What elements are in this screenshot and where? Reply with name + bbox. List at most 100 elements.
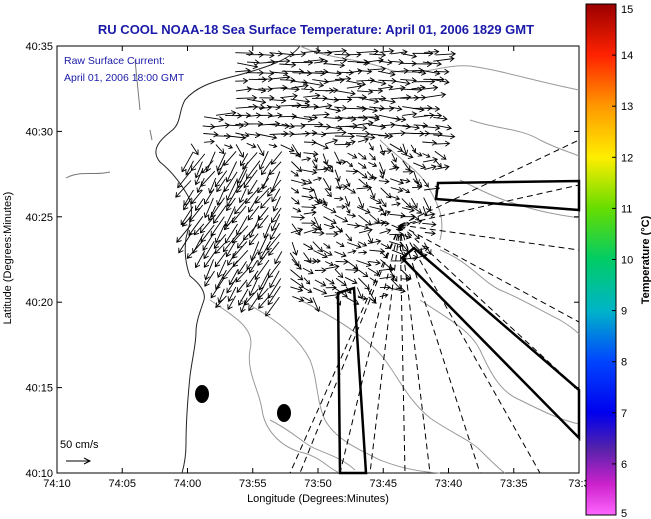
current-vector	[402, 111, 418, 118]
current-vector	[334, 228, 344, 234]
current-vector	[303, 227, 319, 234]
current-vector	[289, 252, 300, 267]
current-vector	[400, 178, 411, 184]
current-vector	[357, 196, 365, 209]
current-vector	[257, 287, 269, 301]
current-vector	[267, 58, 291, 65]
current-vector	[257, 214, 269, 229]
current-vector	[214, 242, 226, 255]
annotation-line-1: Raw Surface Current:	[64, 55, 165, 67]
current-vector	[242, 152, 258, 170]
current-vector	[260, 197, 271, 209]
current-vector	[424, 105, 441, 112]
current-vector	[367, 267, 380, 276]
current-vector	[412, 253, 428, 260]
current-vector	[313, 250, 328, 259]
current-vector	[401, 276, 411, 282]
current-vector	[234, 198, 248, 215]
current-vector	[290, 269, 304, 281]
current-vector	[292, 207, 302, 213]
current-vector	[358, 214, 372, 226]
colorbar	[585, 3, 617, 516]
scale-label: 50 cm/s	[60, 439, 99, 451]
current-vector	[312, 229, 325, 236]
current-vector	[257, 133, 278, 141]
current-vector	[303, 209, 317, 216]
current-vector	[301, 194, 315, 201]
colorbar-tick-label: 12	[621, 152, 633, 164]
current-vector	[245, 160, 261, 180]
current-vector	[214, 252, 227, 268]
current-vector	[301, 86, 316, 93]
current-vector	[334, 268, 344, 279]
current-vector	[391, 224, 402, 230]
current-vector	[345, 286, 352, 294]
current-vector	[356, 106, 379, 114]
current-vector	[367, 57, 384, 64]
current-vector	[235, 144, 245, 158]
current-vector	[322, 164, 333, 170]
current-vector	[347, 222, 360, 229]
colorbar-tick-label: 7	[621, 408, 627, 420]
current-vector	[390, 178, 405, 185]
current-vector	[368, 152, 376, 161]
current-vector	[335, 184, 348, 191]
current-vector	[422, 60, 442, 67]
current-vector	[434, 150, 447, 160]
current-vector	[378, 84, 394, 91]
current-vector	[267, 278, 282, 299]
current-vector	[270, 151, 283, 165]
current-vector	[267, 285, 281, 306]
current-vector	[246, 59, 261, 66]
current-vector	[413, 170, 420, 186]
current-vector	[238, 188, 247, 204]
current-vector	[423, 112, 443, 119]
current-vector	[261, 170, 272, 190]
bathymetry-contour	[469, 119, 580, 157]
current-vector	[323, 243, 331, 249]
current-vector	[248, 76, 268, 83]
y-tick-label: 40:25	[25, 212, 53, 224]
current-vector	[400, 153, 414, 160]
current-vector	[270, 214, 281, 232]
current-vector	[334, 214, 349, 223]
current-vector	[334, 288, 348, 298]
current-vector	[411, 197, 418, 209]
current-vector	[214, 170, 228, 188]
current-vector	[248, 195, 259, 213]
current-vector	[422, 221, 437, 228]
current-vector	[223, 216, 236, 231]
zone-polygon	[400, 246, 581, 442]
current-vector	[291, 197, 300, 205]
x-tick-label: 73:50	[304, 478, 332, 490]
current-vector	[422, 179, 429, 188]
current-vector	[204, 138, 215, 145]
current-vector	[235, 268, 249, 283]
current-vector	[236, 178, 248, 194]
current-vector	[188, 216, 204, 236]
bathymetry-contour	[209, 299, 341, 474]
annotation-line-2: April 01, 2006 18:00 GMT	[64, 72, 185, 84]
current-vector	[334, 169, 341, 182]
current-vector	[303, 243, 314, 250]
shore-detail	[65, 59, 153, 179]
colorbar-tick-label: 8	[621, 357, 627, 369]
current-vector	[302, 130, 318, 137]
current-vector	[366, 171, 374, 179]
current-vector	[235, 67, 251, 74]
current-vector	[274, 251, 283, 265]
current-vector	[346, 83, 363, 90]
current-vector	[302, 267, 314, 275]
sampling-line	[399, 224, 580, 251]
current-vector	[236, 169, 248, 189]
current-vector	[378, 59, 393, 66]
current-vector	[334, 133, 355, 140]
current-vector	[194, 250, 206, 269]
current-vector	[390, 287, 406, 294]
current-vector	[346, 105, 368, 112]
current-vector	[194, 169, 203, 186]
scale-arrow	[66, 457, 92, 465]
current-vector	[247, 132, 261, 139]
current-vector	[237, 261, 247, 275]
current-vector	[246, 270, 259, 288]
